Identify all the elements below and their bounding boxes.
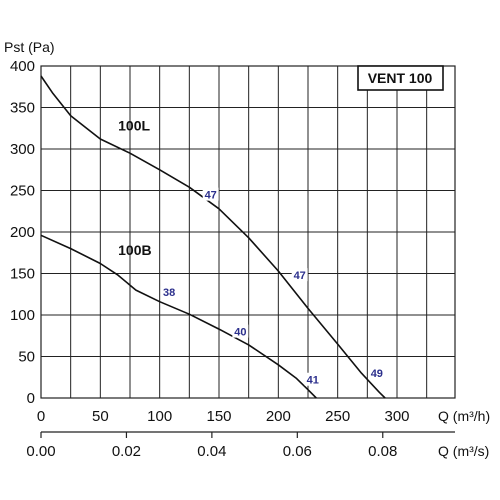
x-tick-label: 300 [384,408,409,425]
curve-label-100L: 100L [118,118,150,134]
x-tick-label: 200 [266,408,291,425]
title-box [357,65,444,91]
annotation-label: 41 [307,375,319,387]
x2-axis-label: Q (m³/s) [438,443,489,459]
x-tick-label: 150 [206,408,231,425]
annotations: 100L 100B 47 47 38 40 41 49 [118,118,385,387]
y-tick-label: 50 [18,349,35,366]
annotation-bg [368,366,385,380]
annotation-label: 49 [371,368,383,380]
annotation-bg [161,284,178,298]
y-tick-label: 250 [10,183,35,200]
y-tick-label: 150 [10,266,35,283]
annotation-bg [304,372,321,386]
y-axis-label: Pst (Pa) [4,39,55,55]
y-tick-label: 200 [10,224,35,241]
annotation-bg [232,324,249,338]
x-tick-label: 50 [92,408,109,425]
curve-label-100B: 100B [118,242,151,258]
curve-100B [40,234,317,399]
annotation-label: 40 [234,327,246,339]
y-tick-label: 350 [10,100,35,117]
annotation-label: 38 [163,287,175,299]
curves [40,75,386,399]
x2-tick-label: 0.06 [283,443,312,460]
x-tick-label: 0 [37,408,45,425]
y-tick-label: 0 [27,390,35,407]
x2-tick-label: 0.08 [368,443,397,460]
annotation-label: 47 [205,190,217,202]
annotation-bg [202,187,219,201]
tick-labels: 0 50 100 150 200 250 300 350 400 0 50 100 150 200 250 3… [10,58,455,460]
x2-tick-label: 0.00 [26,443,55,460]
grid [40,65,456,399]
x-tick-label: 100 [147,408,172,425]
x2-tick-label: 0.02 [112,443,141,460]
y-tick-label: 100 [10,307,35,324]
x-axis-label: Q (m³/h) [438,408,490,424]
annotation-bg [291,268,308,282]
curve-100L [40,75,386,399]
y-tick-label: 300 [10,141,35,158]
x2-tick-label: 0.04 [197,443,226,460]
chart-title: VENT 100 [368,70,433,86]
x-tick-label: 250 [325,408,350,425]
y-tick-label: 400 [10,58,35,75]
annotation-label: 47 [294,270,306,282]
